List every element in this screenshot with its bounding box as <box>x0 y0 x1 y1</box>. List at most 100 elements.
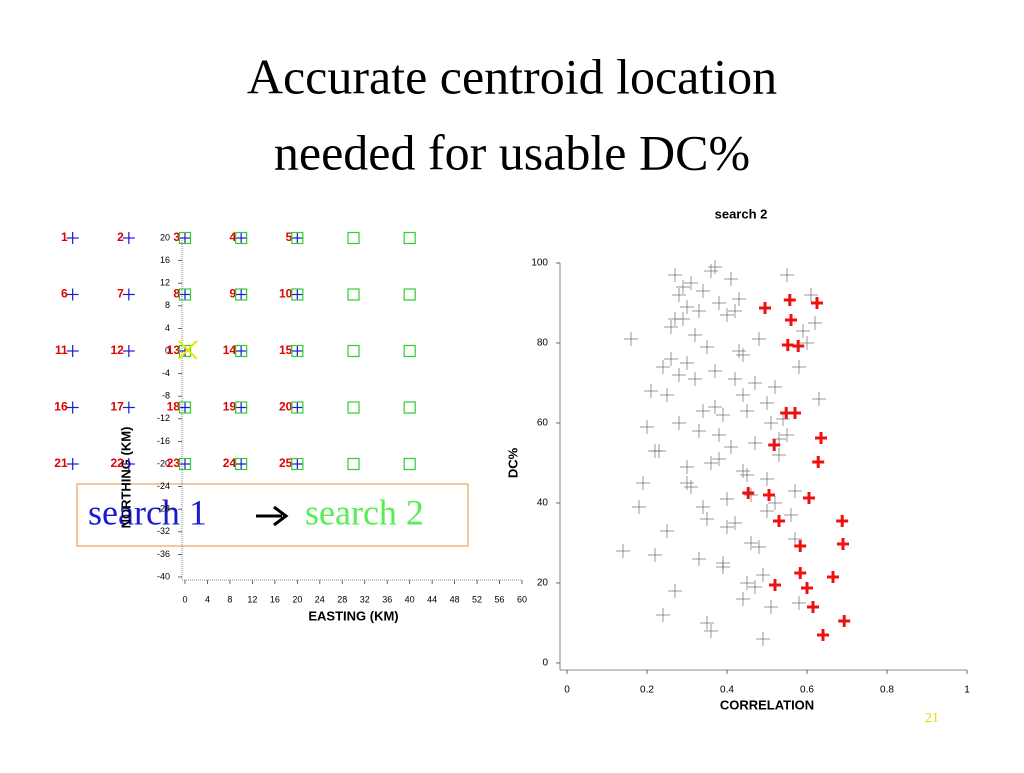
x-axis-label: EASTING (KM) <box>308 608 398 623</box>
point <box>672 368 686 382</box>
point <box>347 288 360 301</box>
x-tick-label: 0 <box>564 685 570 696</box>
marker-square <box>291 231 304 245</box>
point <box>672 416 686 430</box>
point <box>696 284 710 298</box>
marker-square <box>291 344 304 358</box>
point-label: 19 <box>223 400 237 414</box>
point-label: 3 <box>173 230 180 244</box>
point <box>616 544 630 558</box>
point-label: 22 <box>110 456 124 470</box>
marker-square <box>403 457 416 471</box>
point <box>732 292 746 306</box>
y-axis-label: DC% <box>505 447 520 478</box>
point <box>347 344 360 358</box>
point <box>122 288 135 301</box>
point <box>235 231 248 245</box>
y-tick-label: -32 <box>157 526 170 536</box>
x-tick-label: 8 <box>227 594 232 604</box>
marker-square <box>403 401 416 414</box>
y-tick-label: -40 <box>157 571 170 581</box>
point <box>708 400 722 414</box>
point-label: 9 <box>229 287 236 301</box>
x-tick-label: 44 <box>427 594 437 604</box>
marker-square <box>178 288 192 301</box>
point-label: 16 <box>54 400 68 414</box>
point <box>692 552 706 566</box>
point <box>815 432 827 444</box>
x-tick-label: 0.6 <box>800 685 814 696</box>
point <box>692 424 706 438</box>
point <box>740 576 754 590</box>
point-label: 10 <box>279 287 293 301</box>
point <box>403 401 416 414</box>
point <box>808 316 822 330</box>
y-axis-label: NORTHING (KM) <box>118 427 133 529</box>
point-label: 18 <box>167 400 181 414</box>
point <box>736 592 750 606</box>
page-number: 21 <box>925 711 939 726</box>
point <box>756 568 770 582</box>
point <box>680 476 694 490</box>
point-label: 23 <box>167 456 181 470</box>
point <box>291 231 304 245</box>
point <box>684 276 698 290</box>
point <box>178 231 192 245</box>
point <box>680 460 694 474</box>
point <box>676 280 690 294</box>
point-label: 12 <box>110 343 124 357</box>
point <box>235 401 248 414</box>
marker-square <box>403 231 416 245</box>
point-label: 8 <box>173 287 180 301</box>
point <box>712 296 726 310</box>
y-tick-label: -12 <box>157 413 170 423</box>
point <box>704 456 718 470</box>
point <box>122 345 135 357</box>
point <box>811 297 823 309</box>
point <box>696 500 710 514</box>
x-tick-label: 0 <box>182 594 187 604</box>
point <box>803 492 815 504</box>
point <box>773 515 785 527</box>
y-tick-label: -24 <box>157 481 170 491</box>
x-tick-label: 28 <box>337 594 347 604</box>
x-tick-label: 20 <box>292 594 302 604</box>
y-tick-label: -4 <box>162 368 170 378</box>
point <box>756 632 770 646</box>
marker-square <box>403 288 416 301</box>
x-tick-label: 0.2 <box>640 685 654 696</box>
point <box>744 488 758 502</box>
point <box>794 540 807 552</box>
marker-square <box>235 344 248 358</box>
point <box>640 420 654 434</box>
point <box>801 582 813 594</box>
point <box>800 336 814 350</box>
x-tick-label: 48 <box>450 594 460 604</box>
point <box>812 392 826 406</box>
point <box>179 458 191 470</box>
point <box>656 360 670 374</box>
point-label: 24 <box>223 456 237 470</box>
point <box>66 401 79 414</box>
point <box>768 439 781 451</box>
point <box>836 515 849 527</box>
point <box>732 344 746 358</box>
point <box>235 288 248 301</box>
point-label: 6 <box>61 287 68 301</box>
point <box>66 458 79 470</box>
marker-square <box>178 401 192 414</box>
point <box>648 548 662 562</box>
point <box>736 348 750 362</box>
point <box>179 288 191 301</box>
point <box>748 436 762 450</box>
point <box>696 404 710 418</box>
point <box>748 580 762 594</box>
point-label: 21 <box>54 456 68 470</box>
point <box>720 492 734 506</box>
marker-square <box>291 401 304 414</box>
point <box>700 512 714 526</box>
point-label: 11 <box>55 343 68 357</box>
marker-stroke <box>178 340 198 360</box>
y-tick-label: -8 <box>162 391 170 401</box>
x-tick-label: 24 <box>315 594 325 604</box>
